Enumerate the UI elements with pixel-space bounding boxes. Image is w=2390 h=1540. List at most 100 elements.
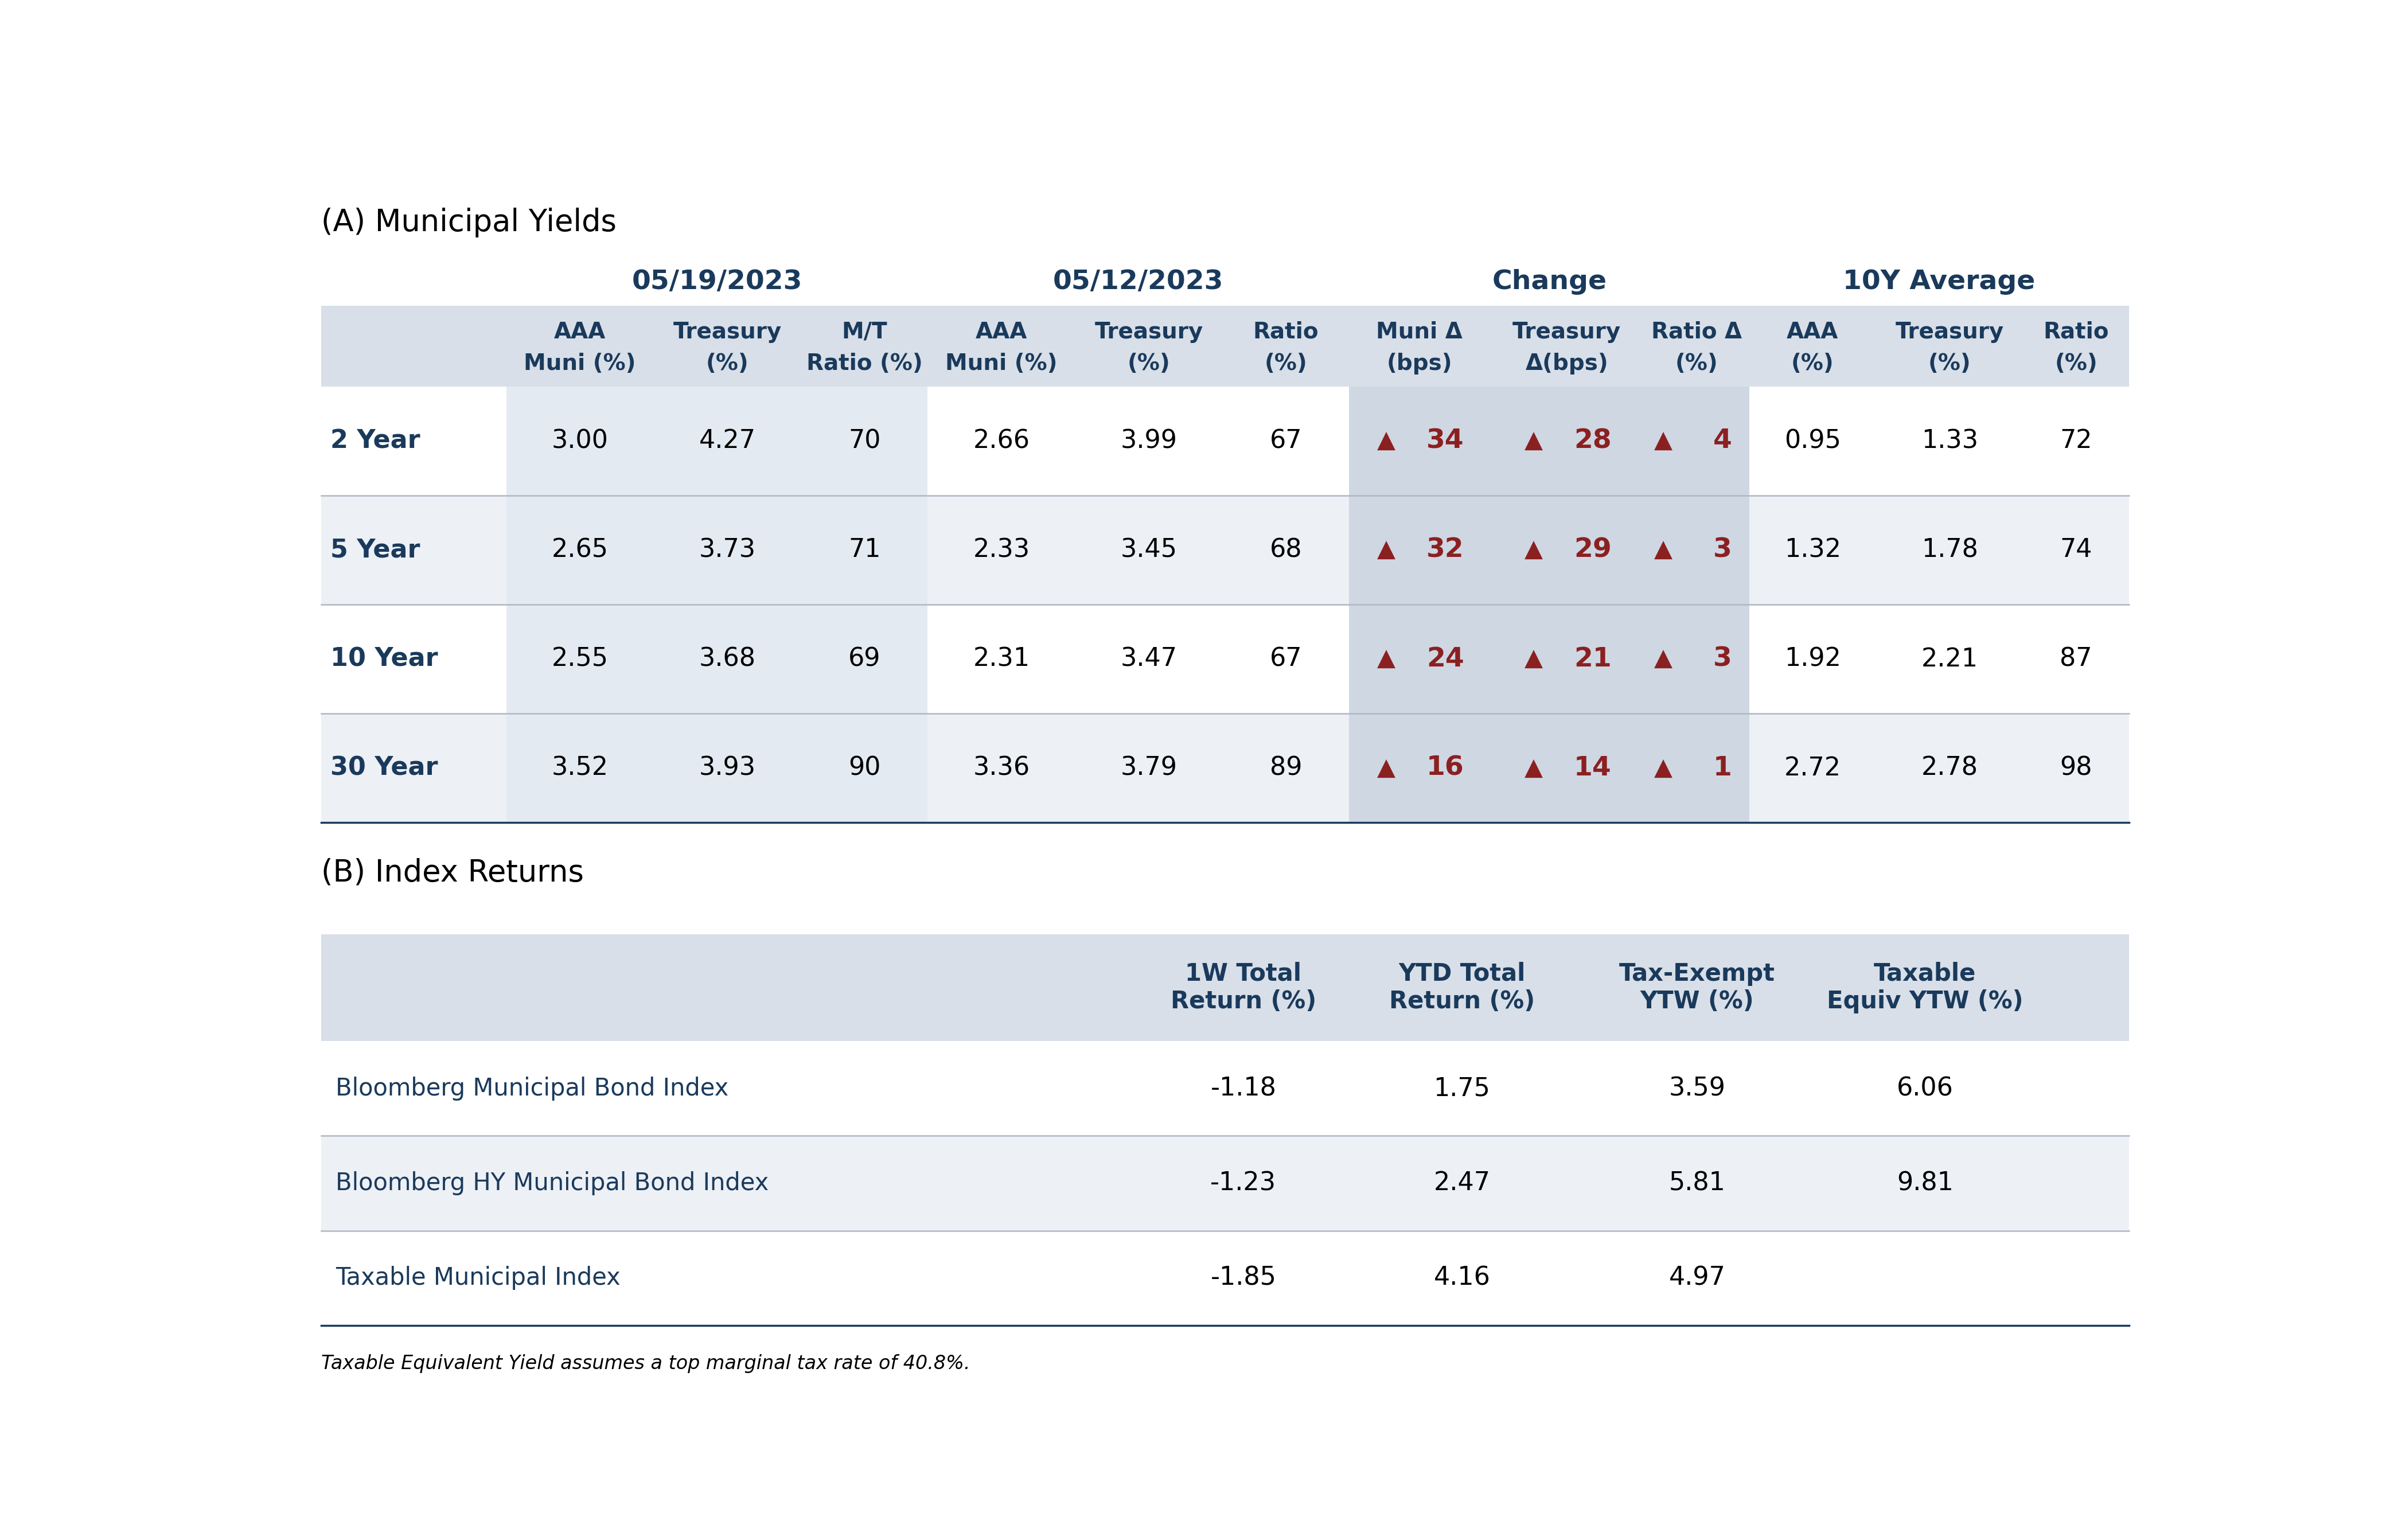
Bar xyxy=(320,1230,2129,1326)
Text: 71: 71 xyxy=(848,537,880,562)
Text: -1.85: -1.85 xyxy=(1209,1266,1276,1291)
Text: Ratio Δ: Ratio Δ xyxy=(1651,320,1742,343)
Text: ▲: ▲ xyxy=(1525,537,1542,562)
Text: Taxable Equivalent Yield assumes a top marginal tax rate of 40.8%.: Taxable Equivalent Yield assumes a top m… xyxy=(320,1354,970,1374)
Text: (%): (%) xyxy=(1929,353,1972,374)
Text: 1.92: 1.92 xyxy=(1785,647,1840,671)
Text: 05/12/2023: 05/12/2023 xyxy=(1054,269,1224,296)
Text: (%): (%) xyxy=(1790,353,1833,374)
Text: 10Y Average: 10Y Average xyxy=(1843,269,2036,296)
Text: 67: 67 xyxy=(1269,428,1303,453)
Text: (%): (%) xyxy=(1675,353,1718,374)
Text: 05/19/2023: 05/19/2023 xyxy=(631,269,803,296)
Text: 28: 28 xyxy=(1575,428,1611,454)
Text: 2.31: 2.31 xyxy=(973,647,1030,671)
Text: 9.81: 9.81 xyxy=(1898,1170,1953,1195)
Text: 3.79: 3.79 xyxy=(1121,756,1178,781)
Text: Ratio: Ratio xyxy=(2043,320,2108,343)
Text: 4: 4 xyxy=(1714,428,1733,454)
Text: 1.32: 1.32 xyxy=(1785,537,1840,562)
Text: 2.47: 2.47 xyxy=(1434,1170,1491,1195)
Text: -1.23: -1.23 xyxy=(1209,1170,1276,1195)
Text: 3.00: 3.00 xyxy=(552,428,609,453)
Text: (bps): (bps) xyxy=(1386,353,1453,374)
Text: 3.36: 3.36 xyxy=(973,756,1030,781)
Text: (%): (%) xyxy=(705,353,748,374)
Text: 5.81: 5.81 xyxy=(1668,1170,1726,1195)
Text: ▲: ▲ xyxy=(1377,756,1396,781)
Text: 14: 14 xyxy=(1575,755,1611,781)
Text: 3.59: 3.59 xyxy=(1668,1076,1726,1101)
Bar xyxy=(1348,605,1749,713)
Text: 0.95: 0.95 xyxy=(1785,428,1840,453)
Text: 3.47: 3.47 xyxy=(1121,647,1178,671)
Bar xyxy=(320,496,2129,605)
Text: Treasury: Treasury xyxy=(1513,320,1620,343)
Bar xyxy=(320,605,2129,713)
Text: 2.55: 2.55 xyxy=(552,647,609,671)
Text: (%): (%) xyxy=(1264,353,1307,374)
Text: AAA: AAA xyxy=(975,320,1028,343)
Text: 70: 70 xyxy=(848,428,880,453)
Text: 67: 67 xyxy=(1269,647,1303,671)
Text: 10 Year: 10 Year xyxy=(330,647,437,671)
Text: 2.33: 2.33 xyxy=(973,537,1030,562)
Text: 72: 72 xyxy=(2060,428,2091,453)
Text: 16: 16 xyxy=(1427,755,1465,781)
Text: 3: 3 xyxy=(1714,647,1733,671)
Text: Muni (%): Muni (%) xyxy=(523,353,636,374)
Text: ▲: ▲ xyxy=(1654,537,1673,562)
Bar xyxy=(320,1137,2129,1230)
Text: Muni (%): Muni (%) xyxy=(946,353,1056,374)
Text: 3.93: 3.93 xyxy=(698,756,755,781)
Text: 2.72: 2.72 xyxy=(1785,756,1840,781)
Text: 4.16: 4.16 xyxy=(1434,1266,1491,1291)
Text: 1.33: 1.33 xyxy=(1922,428,1979,453)
Text: 1.75: 1.75 xyxy=(1434,1076,1491,1101)
Text: 87: 87 xyxy=(2060,647,2091,671)
Bar xyxy=(320,713,2129,822)
Text: 69: 69 xyxy=(848,647,880,671)
Text: (%): (%) xyxy=(1128,353,1171,374)
Bar xyxy=(507,605,927,713)
Text: (B) Index Returns: (B) Index Returns xyxy=(320,858,583,887)
Text: 90: 90 xyxy=(848,756,880,781)
Text: 3.68: 3.68 xyxy=(698,647,755,671)
Text: 2.78: 2.78 xyxy=(1922,756,1979,781)
Text: AAA: AAA xyxy=(554,320,607,343)
Text: 4.27: 4.27 xyxy=(698,428,755,453)
Text: 2.21: 2.21 xyxy=(1922,647,1979,671)
Text: 32: 32 xyxy=(1427,537,1465,564)
Text: 29: 29 xyxy=(1575,537,1611,564)
Text: (%): (%) xyxy=(2055,353,2098,374)
Text: ▲: ▲ xyxy=(1377,647,1396,671)
Text: ▲: ▲ xyxy=(1525,647,1542,671)
Text: Treasury: Treasury xyxy=(674,320,782,343)
Text: Taxable
Equiv YTW (%): Taxable Equiv YTW (%) xyxy=(1826,961,2024,1013)
Text: 68: 68 xyxy=(1269,537,1303,562)
Text: 1: 1 xyxy=(1714,755,1733,781)
Text: ▲: ▲ xyxy=(1377,428,1396,453)
Text: 2.65: 2.65 xyxy=(552,537,609,562)
Text: Tax-Exempt
YTW (%): Tax-Exempt YTW (%) xyxy=(1618,961,1776,1013)
Text: ▲: ▲ xyxy=(1654,756,1673,781)
Text: 3: 3 xyxy=(1714,537,1733,564)
Text: 89: 89 xyxy=(1269,756,1303,781)
Bar xyxy=(320,1041,2129,1137)
Text: ▲: ▲ xyxy=(1525,428,1542,453)
Text: AAA: AAA xyxy=(1788,320,1838,343)
Text: Taxable Municipal Index: Taxable Municipal Index xyxy=(335,1266,621,1291)
Text: 24: 24 xyxy=(1427,647,1465,671)
Bar xyxy=(320,306,2129,387)
Bar xyxy=(507,387,927,496)
Text: ▲: ▲ xyxy=(1377,537,1396,562)
Bar xyxy=(507,713,927,822)
Text: 3.99: 3.99 xyxy=(1121,428,1178,453)
Text: YTD Total
Return (%): YTD Total Return (%) xyxy=(1389,961,1534,1013)
Text: M/T: M/T xyxy=(841,320,887,343)
Text: 21: 21 xyxy=(1575,647,1611,671)
Text: Ratio: Ratio xyxy=(1252,320,1319,343)
Bar xyxy=(320,387,2129,496)
Text: (A) Municipal Yields: (A) Municipal Yields xyxy=(320,208,617,237)
Text: 1.78: 1.78 xyxy=(1922,537,1979,562)
